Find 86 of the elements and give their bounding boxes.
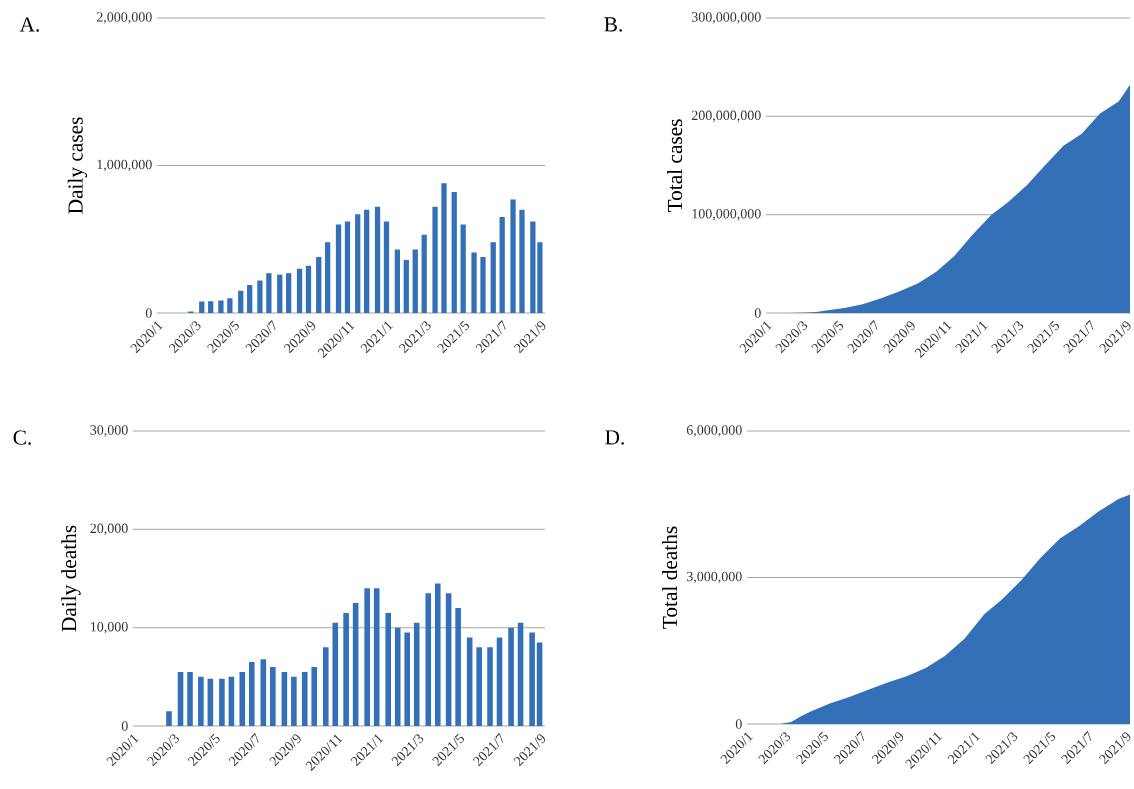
bar [385,612,392,726]
bar [434,583,441,726]
chart-title: B. [604,17,622,32]
bar [404,632,411,726]
y-tick-label: 20,000 [90,523,128,536]
bar [238,290,244,313]
bar [487,647,493,726]
bar [403,259,409,313]
bar [325,242,331,313]
y-tick-label: 300,000,000 [691,12,761,24]
y-tick-label: 6,000,000 [686,425,742,437]
bar [480,256,486,313]
y-tick-label: 3,000,000 [686,571,742,584]
bar [198,676,204,726]
bar [394,249,400,313]
bar [383,221,390,313]
bar [277,274,283,313]
bar [455,608,461,726]
bar [332,622,339,726]
bar [335,224,342,313]
bar [490,242,496,313]
bar [421,234,427,313]
bar [499,217,505,313]
bar [227,298,233,313]
bar [471,252,477,313]
bar [305,265,312,313]
bar [364,588,370,726]
bar [296,268,303,313]
y-axis-title: Daily cases [67,117,88,214]
bar [364,209,370,313]
bar [219,678,225,726]
bar [266,273,272,313]
bar [374,206,381,313]
bar [445,593,452,726]
bar [413,622,420,726]
bar [508,627,514,726]
bar [187,671,193,726]
bar [460,224,466,313]
bar [257,280,263,313]
bar [519,209,525,313]
bar [291,676,297,726]
bar [529,632,535,726]
y-tick-label: 200,000,000 [691,110,761,123]
bar [218,300,224,313]
bar [199,301,205,313]
bar [432,206,438,313]
bar [260,659,267,726]
y-tick-label: 0 [754,308,761,318]
bar [208,301,214,313]
bar [355,214,361,313]
bar [412,249,418,313]
bar [530,221,536,313]
bar [311,667,318,726]
bar [425,593,432,726]
bar [301,671,308,726]
bar [536,642,543,726]
bar [286,273,292,313]
y-tick-label: 2,000,000 [96,12,152,24]
bar [270,667,276,726]
y-tick-label: 100,000,000 [692,208,761,221]
y-tick-label: 0 [121,721,128,731]
bar [344,221,351,313]
bar [441,183,447,313]
bar [316,256,322,313]
y-tick-label: 1,000,000 [97,159,152,172]
bar [451,192,457,313]
bar [510,199,516,313]
bar [247,284,253,313]
y-tick-label: 30,000 [90,425,128,437]
y-axis-title: Total deaths [662,526,678,629]
bar [476,647,482,726]
bar [537,242,543,313]
y-axis-title: Daily deaths [61,525,81,632]
chart-title: A. [19,17,39,32]
chart-title: D. [605,430,624,445]
bar [343,612,349,726]
chart-title: C. [13,430,31,445]
y-tick-label: 10,000 [91,621,128,634]
y-axis-title: Total cases [667,119,683,213]
bar [322,647,329,726]
bar [394,627,401,726]
bar [239,671,246,726]
y-tick-label: 0 [735,719,742,729]
y-tick-label: 0 [145,308,152,318]
bar [166,711,172,726]
bar [248,662,255,726]
